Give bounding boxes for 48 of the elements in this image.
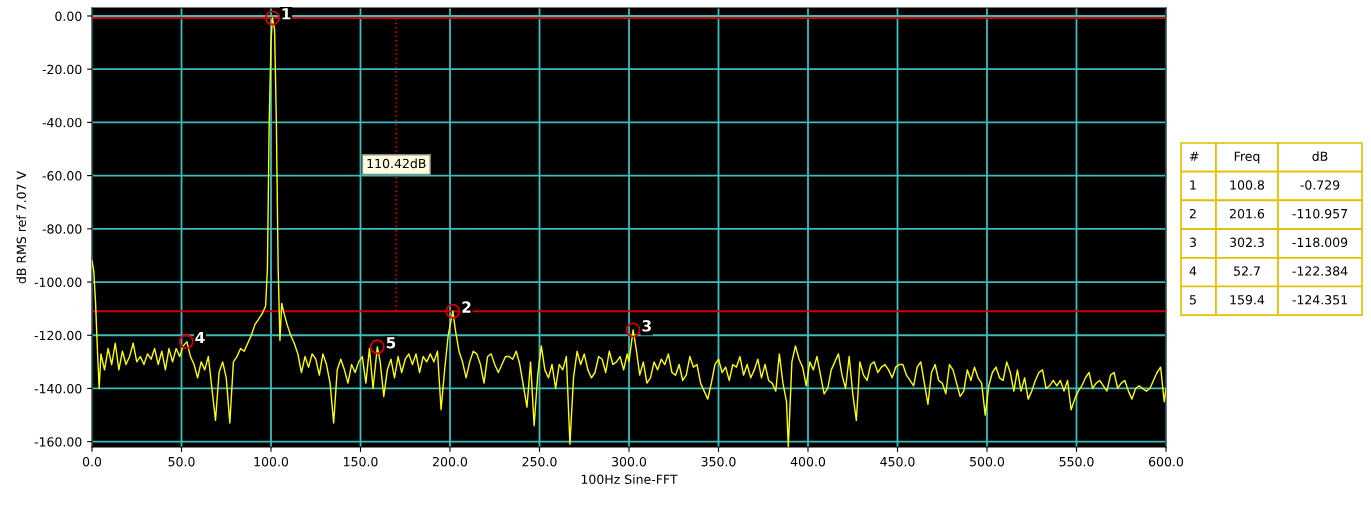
annotation: 5 xyxy=(386,337,396,349)
x-tick-label: 100.0 xyxy=(254,456,289,467)
text: # xyxy=(1189,151,1199,161)
y-tick-label: -80.00 xyxy=(42,224,82,234)
text: 5 xyxy=(1189,295,1196,305)
x-tick-label: 500.0 xyxy=(970,456,1005,467)
text: 201.6 xyxy=(1230,208,1265,219)
text: 3 xyxy=(1189,237,1196,248)
y-tick-label: -40.00 xyxy=(42,117,82,128)
text: 1 xyxy=(1190,180,1196,190)
text: -118.009 xyxy=(1292,237,1348,248)
y-tick-label: 0.00 xyxy=(55,11,82,21)
y-axis-title: dB RMS ref 7.07 V xyxy=(16,171,27,284)
annotation: 3 xyxy=(642,320,651,332)
y-tick-label: -120.00 xyxy=(34,330,82,341)
text: -124.351 xyxy=(1292,295,1347,305)
y-tick-label: -60.00 xyxy=(42,171,82,181)
x-tick-label: 200.0 xyxy=(433,456,468,467)
x-tick-label: 0.0 xyxy=(82,456,102,467)
x-tick-label: 250.0 xyxy=(522,456,557,467)
x-tick-label: 300.0 xyxy=(612,456,647,467)
text: -110.957 xyxy=(1292,208,1348,219)
text: 2 xyxy=(1189,208,1196,219)
text: 159.4 xyxy=(1230,295,1265,305)
annotation: 110.42dB xyxy=(367,158,426,169)
y-tick-label: -20.00 xyxy=(42,64,82,75)
x-tick-label: 600.0 xyxy=(1148,456,1184,467)
text: dB xyxy=(1312,151,1328,161)
x-tick-label: 50.0 xyxy=(168,456,195,467)
text: 302.3 xyxy=(1230,237,1264,248)
text: 100.8 xyxy=(1230,180,1265,190)
y-tick-label: -160.00 xyxy=(34,437,82,447)
x-tick-label: 400.0 xyxy=(790,456,826,467)
y-tick-label: -100.00 xyxy=(34,277,82,287)
text: 4 xyxy=(1189,266,1197,276)
annotation: 4 xyxy=(195,331,205,344)
x-tick-label: 350.0 xyxy=(701,456,736,467)
annotation: 2 xyxy=(462,301,471,313)
y-tick-label: -140.00 xyxy=(34,383,82,394)
text: Freq xyxy=(1234,151,1260,164)
text: 52.7 xyxy=(1234,266,1260,276)
x-tick-label: 150.0 xyxy=(343,456,378,467)
x-axis-title: 100Hz Sine-FFT xyxy=(581,474,678,485)
annotation: 1 xyxy=(282,8,291,20)
x-tick-label: 550.0 xyxy=(1059,456,1094,467)
text: -122.384 xyxy=(1292,266,1348,276)
text: -0.729 xyxy=(1300,180,1340,190)
x-tick-label: 450.0 xyxy=(880,456,915,467)
